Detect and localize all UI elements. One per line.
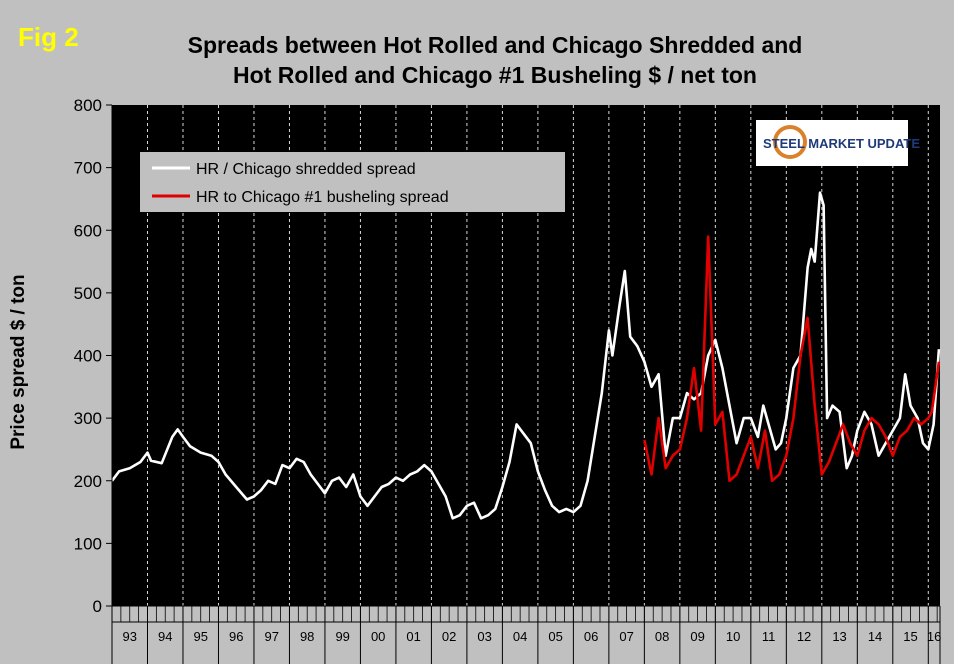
x-year-label: 00	[371, 629, 385, 644]
legend-box	[140, 152, 565, 212]
x-year-label: 05	[548, 629, 562, 644]
logo-text-steel: STEEL	[763, 136, 805, 151]
series-line-shredded	[110, 191, 941, 520]
x-year-label: 93	[123, 629, 137, 644]
y-tick-label: 0	[93, 597, 102, 616]
x-year-label: 14	[868, 629, 882, 644]
logo-text: STEEL MARKET UPDATE	[763, 136, 920, 151]
legend-label-shredded: HR / Chicago shredded spread	[196, 161, 416, 178]
y-tick-label: 600	[74, 221, 102, 240]
x-year-label: 06	[584, 629, 598, 644]
chart-title: Spreads between Hot Rolled and Chicago S…	[100, 30, 890, 90]
x-year-label: 12	[797, 629, 811, 644]
logo-ring	[773, 125, 807, 159]
x-year-label: 96	[229, 629, 243, 644]
figure-label: Fig 2	[18, 22, 79, 52]
x-year-label: 08	[655, 629, 669, 644]
logo-text-market-update: MARKET UPDATE	[805, 136, 921, 151]
y-tick-label: 500	[74, 284, 102, 303]
y-tick-label: 700	[74, 159, 102, 178]
x-year-label: 13	[832, 629, 846, 644]
x-year-label: 11	[762, 629, 776, 644]
x-year-label: 02	[442, 629, 456, 644]
x-year-label: 15	[903, 629, 917, 644]
x-year-label: 94	[158, 629, 172, 644]
steel-market-update-logo: STEEL MARKET UPDATE	[756, 120, 920, 166]
x-year-label: 09	[690, 629, 704, 644]
x-year-label: 98	[300, 629, 314, 644]
y-axis-label: Price spread $ / ton	[8, 274, 29, 449]
x-year-label: 03	[477, 629, 491, 644]
legend-label-busheling: HR to Chicago #1 busheling spread	[196, 189, 449, 206]
x-year-label: 01	[406, 629, 420, 644]
chart-title-line-1: Spreads between Hot Rolled and Chicago S…	[187, 32, 803, 58]
y-tick-label: 200	[74, 472, 102, 491]
x-year-label: 99	[335, 629, 349, 644]
y-tick-label: 400	[74, 347, 102, 366]
x-year-label: 95	[193, 629, 207, 644]
x-year-label: 04	[513, 629, 527, 644]
y-tick-label: 800	[74, 96, 102, 115]
chart-title-line-2: Hot Rolled and Chicago #1 Busheling $ / …	[233, 62, 757, 88]
series-line-busheling	[643, 235, 941, 483]
y-tick-label: 100	[74, 534, 102, 553]
x-year-label: 07	[619, 629, 633, 644]
x-year-label: 16	[927, 629, 941, 644]
x-year-label: 10	[726, 629, 740, 644]
x-year-label: 97	[264, 629, 278, 644]
y-tick-label: 300	[74, 409, 102, 428]
legend: HR / Chicago shredded spread HR to Chicag…	[140, 152, 565, 212]
